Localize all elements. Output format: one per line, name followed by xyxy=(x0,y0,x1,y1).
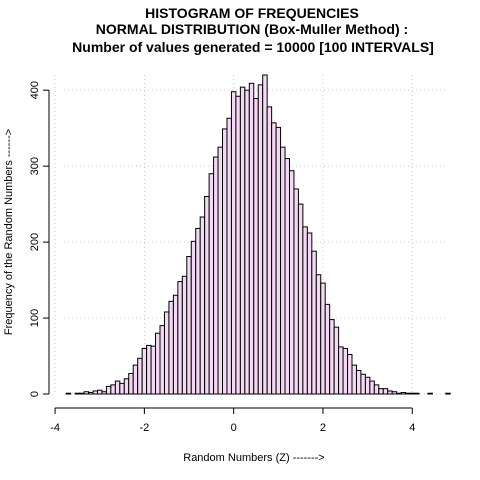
histogram-bar xyxy=(373,384,380,395)
histogram-bar xyxy=(364,376,371,395)
y-tick-label: 0 xyxy=(29,391,41,397)
histogram-bar xyxy=(333,326,340,395)
histogram-bar xyxy=(284,158,290,395)
x-tick-label: -4 xyxy=(50,422,60,434)
histogram-bar xyxy=(239,86,246,395)
chart-title-line-1: HISTOGRAM OF FREQUENCIES xyxy=(145,5,359,21)
histogram-bar xyxy=(414,392,420,395)
histogram-bar xyxy=(222,128,228,395)
histogram-bar xyxy=(150,345,157,395)
x-tick-label: 4 xyxy=(409,422,415,434)
x-axis: -4 -2 0 2 4 xyxy=(50,407,415,434)
histogram-bar xyxy=(213,156,219,395)
histogram-bar xyxy=(396,392,402,395)
histogram-bar xyxy=(137,357,143,395)
histogram-bar xyxy=(445,392,451,395)
x-tick-label: -2 xyxy=(139,422,149,434)
histogram-bar xyxy=(92,390,98,395)
histogram-bar xyxy=(347,354,353,395)
histogram-bar xyxy=(96,389,103,395)
histogram-bar xyxy=(155,332,161,395)
histogram-bar xyxy=(110,384,116,395)
x-tick-label: 0 xyxy=(231,422,237,434)
histogram-bar xyxy=(101,391,107,395)
x-tick-label: 2 xyxy=(320,422,326,434)
histogram-bar xyxy=(320,282,326,395)
histogram-bar xyxy=(172,294,179,395)
histogram-bar xyxy=(79,392,85,395)
histogram-bar xyxy=(338,346,344,395)
histogram-bar xyxy=(400,391,407,395)
histogram-bar xyxy=(119,382,125,395)
histogram-bar xyxy=(315,274,322,395)
histogram-bar xyxy=(123,378,130,395)
histogram-bar xyxy=(262,74,268,395)
histogram-bar xyxy=(297,203,304,395)
histogram-bar xyxy=(324,303,331,395)
histogram-bar xyxy=(146,344,152,395)
y-tick-label: 400 xyxy=(29,81,41,99)
histogram-bar xyxy=(409,392,416,395)
histogram-bar xyxy=(226,117,232,395)
y-axis-label: Frequency of the Random Numbers ------> xyxy=(3,129,15,335)
histogram-bar xyxy=(105,385,112,395)
histogram-bar xyxy=(141,347,148,395)
histogram-bar xyxy=(266,106,273,395)
histogram-bar xyxy=(74,392,81,395)
histogram-bar xyxy=(244,89,250,395)
histogram-bar xyxy=(257,84,264,395)
histogram-bar xyxy=(65,392,72,395)
histogram-bar xyxy=(217,146,224,395)
histogram-bar xyxy=(177,281,183,395)
histogram-bar xyxy=(248,82,255,395)
histogram-bar xyxy=(342,347,349,395)
chart-title-line-2: NORMAL DISTRIBUTION (Box-Muller Method) … xyxy=(96,21,408,37)
histogram-bar xyxy=(302,226,308,395)
y-tick-label: 100 xyxy=(29,309,41,327)
histogram-bar xyxy=(378,388,384,395)
histogram-bar xyxy=(190,240,197,395)
histogram-bar xyxy=(360,373,366,395)
histogram-bar xyxy=(280,146,286,395)
histogram-bar xyxy=(271,122,277,395)
histogram-bar xyxy=(195,227,201,395)
chart-title-line-3: Number of values generated = 10000 [100 … xyxy=(72,39,434,55)
histogram-bar xyxy=(329,319,335,395)
histogram-bar xyxy=(163,311,170,395)
histogram-bar xyxy=(114,380,121,395)
histogram-bar xyxy=(311,250,317,395)
histogram-bar xyxy=(275,126,282,395)
y-tick-label: 300 xyxy=(29,157,41,175)
histogram-bar xyxy=(199,216,206,395)
histogram-bar xyxy=(181,275,188,395)
y-axis: 0 100 200 300 400 xyxy=(29,81,50,397)
histogram-bar xyxy=(83,391,90,395)
histogram-bar xyxy=(351,364,357,395)
histogram-bar xyxy=(88,391,94,395)
histogram-bar xyxy=(235,95,241,395)
histogram-bar xyxy=(382,388,389,395)
x-axis-label: Random Numbers (Z) -------> xyxy=(183,452,324,464)
histogram-bar xyxy=(405,392,411,395)
histogram-bar xyxy=(293,188,299,395)
histogram-bar xyxy=(253,98,259,395)
histogram-bar xyxy=(387,390,393,395)
histogram-bar xyxy=(355,369,362,395)
histogram-bar xyxy=(168,300,174,395)
histogram-bar xyxy=(159,325,165,395)
y-tick-label: 200 xyxy=(29,233,41,251)
histogram-bar xyxy=(391,391,398,395)
histogram-bar xyxy=(204,196,210,395)
histogram-bar xyxy=(230,91,237,395)
histogram-bar xyxy=(288,170,295,395)
histogram-bar xyxy=(186,256,192,395)
histogram-bar xyxy=(427,392,433,395)
histogram-bar xyxy=(208,173,215,395)
histogram-bar xyxy=(132,364,139,395)
histogram-bar xyxy=(369,380,375,395)
histogram-bar xyxy=(306,232,313,395)
histogram-bars xyxy=(65,74,451,395)
histogram-bar xyxy=(128,372,134,395)
